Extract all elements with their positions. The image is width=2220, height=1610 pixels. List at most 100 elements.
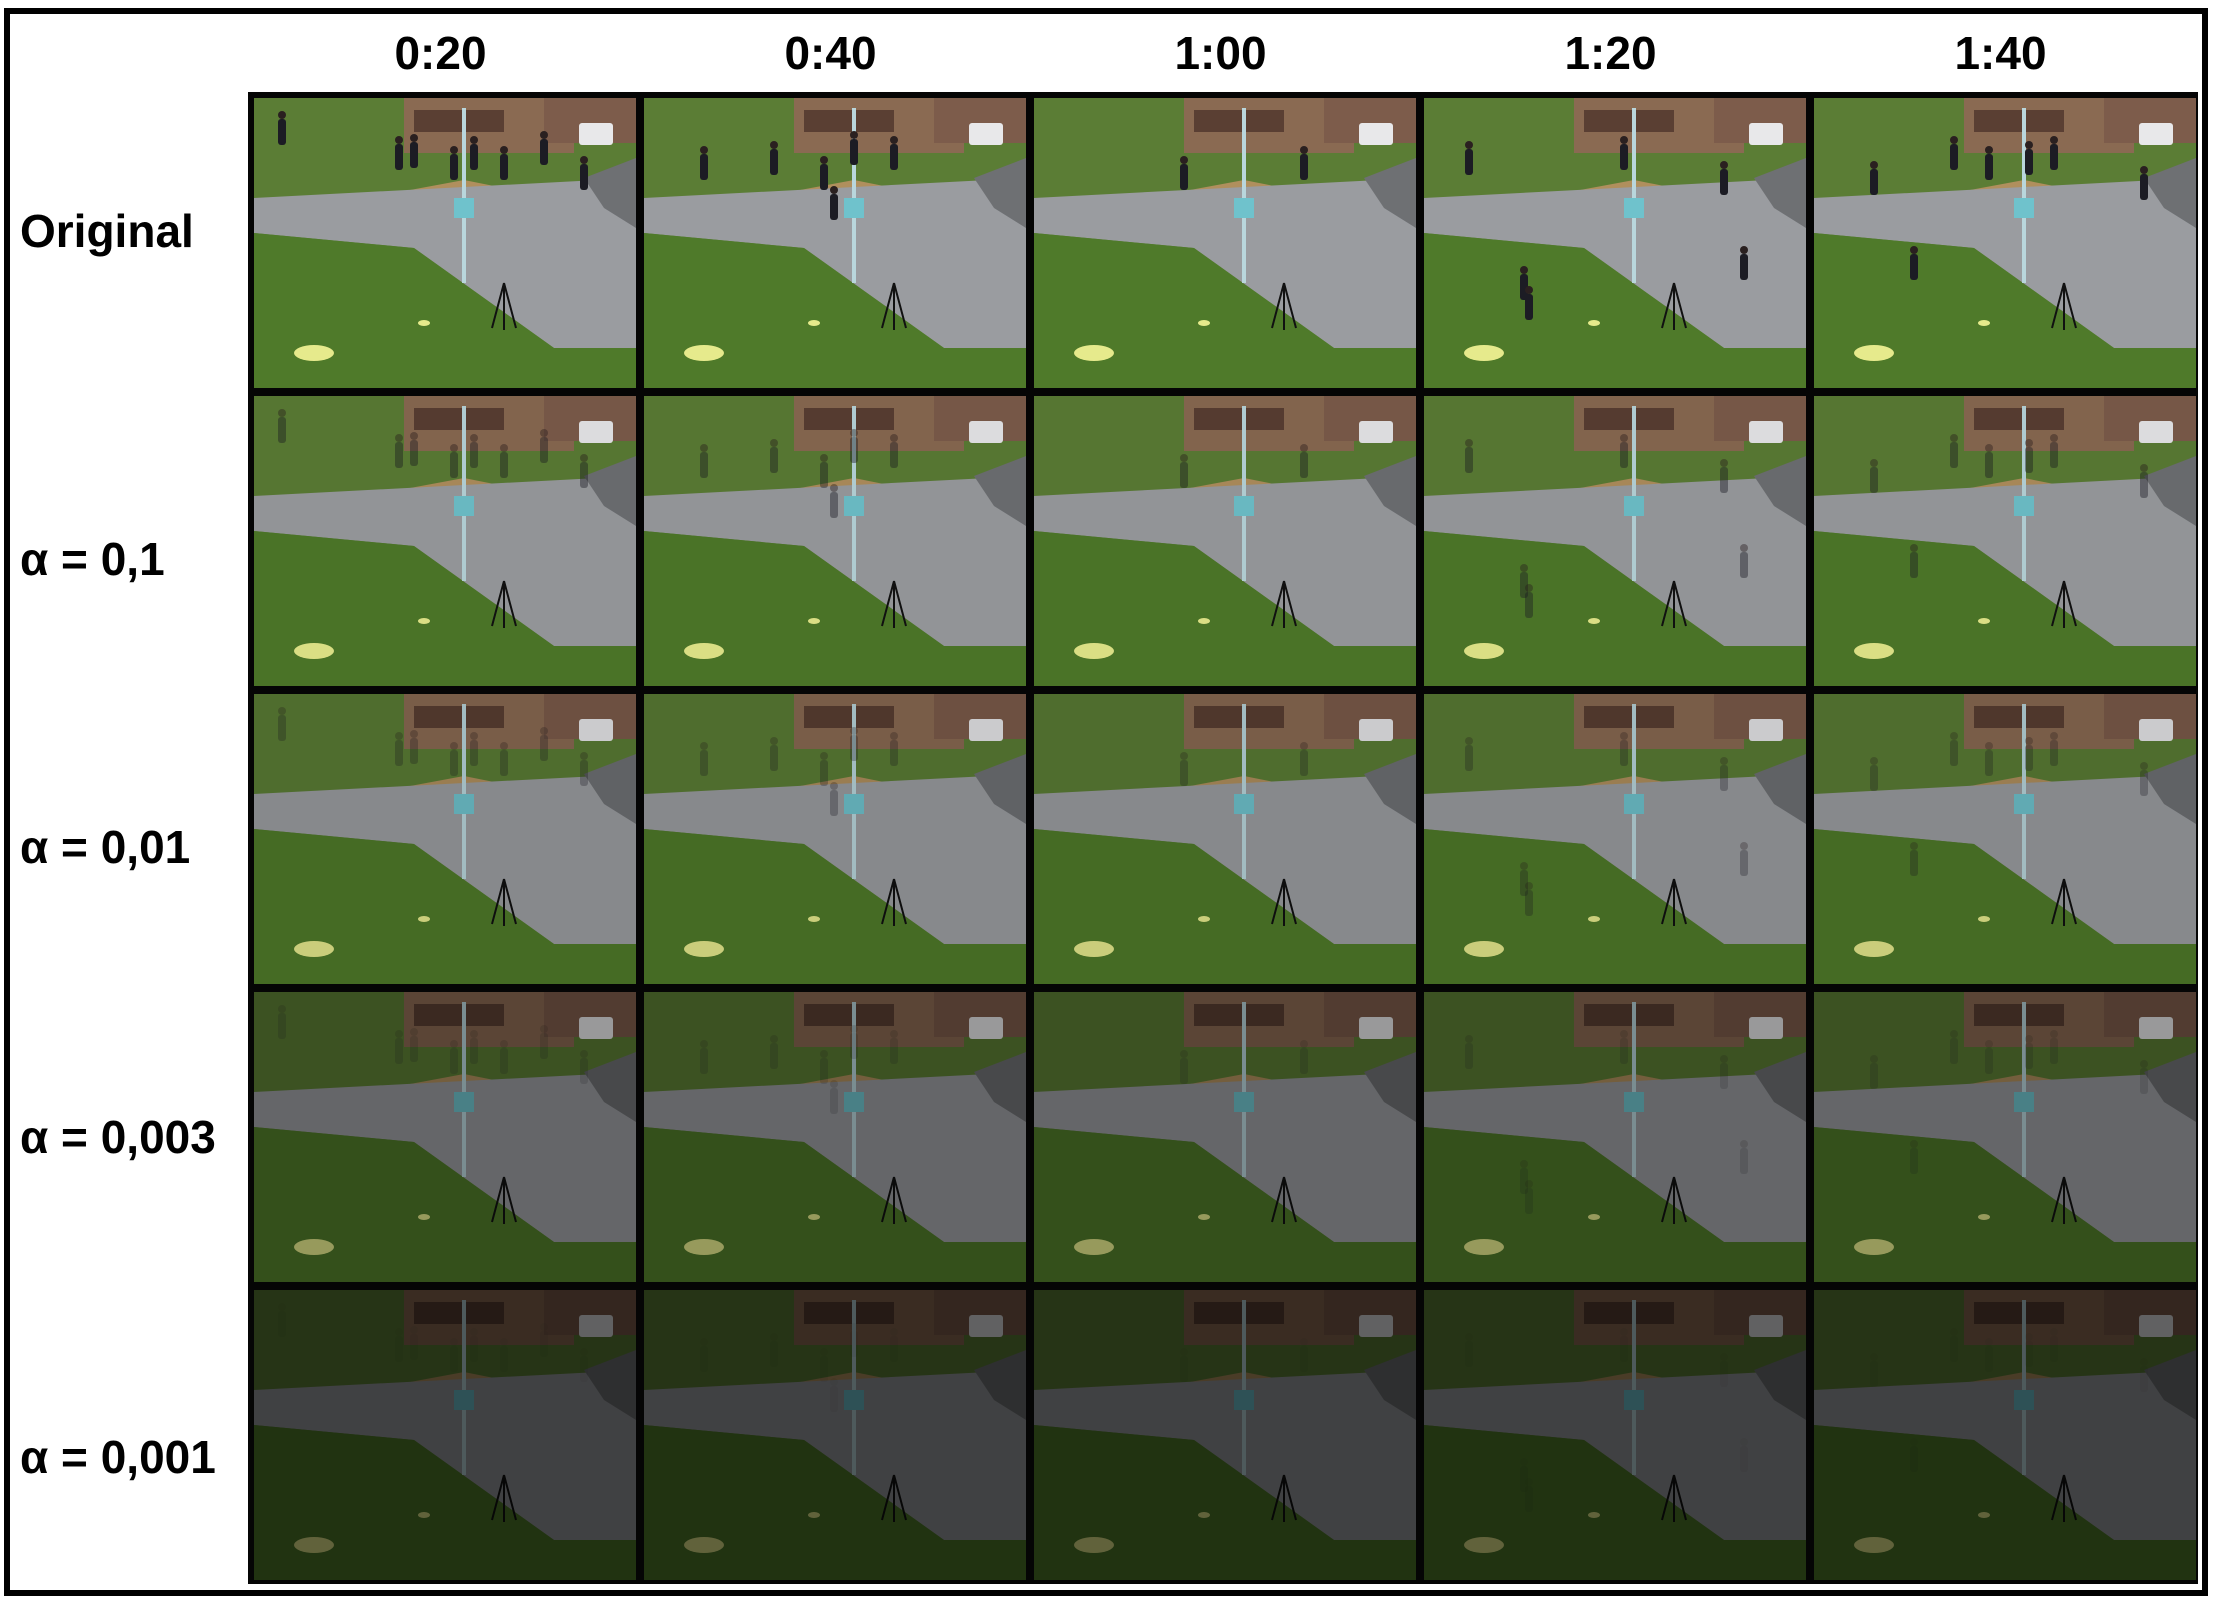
lamp-post xyxy=(852,108,856,283)
cloth-small xyxy=(1978,320,1990,326)
sign xyxy=(844,496,864,516)
person xyxy=(580,164,588,190)
person-head xyxy=(700,146,708,154)
tripod-leg xyxy=(1673,1176,1687,1223)
road-far xyxy=(2144,456,2196,526)
frame-original-1-00 xyxy=(1034,98,1416,388)
building-windows xyxy=(1584,1004,1674,1026)
person-head xyxy=(2025,737,2033,745)
cloth-small xyxy=(418,916,430,922)
column-header-1-20: 1:20 xyxy=(1564,27,1657,79)
person-head xyxy=(450,742,458,750)
sign xyxy=(844,1092,864,1112)
sign xyxy=(1624,198,1644,218)
sign xyxy=(2014,198,2034,218)
tripod-leg xyxy=(1661,580,1675,627)
person xyxy=(410,1036,418,1062)
person xyxy=(820,462,828,488)
van xyxy=(969,1017,1003,1039)
person xyxy=(1180,462,1188,488)
grass-near xyxy=(644,829,1026,984)
person xyxy=(1950,740,1958,766)
tripod-leg xyxy=(2051,1176,2065,1223)
person xyxy=(2025,447,2033,473)
scene-image xyxy=(1424,992,1806,1282)
person xyxy=(1300,750,1308,776)
grass-near xyxy=(1034,233,1416,388)
person-head xyxy=(890,1030,898,1038)
person-head xyxy=(580,156,588,164)
person xyxy=(700,154,708,180)
person xyxy=(1620,740,1628,766)
cloth-small xyxy=(1978,618,1990,624)
person-head xyxy=(1740,842,1748,850)
person xyxy=(1525,294,1533,320)
person-head xyxy=(395,136,403,144)
person xyxy=(1950,1038,1958,1064)
person xyxy=(1620,1038,1628,1064)
road-far xyxy=(1754,1052,1806,1122)
building-windows xyxy=(414,408,504,430)
lamp-post xyxy=(1632,704,1636,879)
person-head xyxy=(2050,434,2058,442)
brightness-overlay xyxy=(644,396,1026,686)
cloth xyxy=(294,941,334,957)
person-head xyxy=(2140,762,2148,770)
frame-0-1-0-20 xyxy=(254,396,636,686)
person xyxy=(500,750,508,776)
cloth-small xyxy=(1198,320,1210,326)
lamp-post xyxy=(462,108,466,283)
person xyxy=(450,1048,458,1074)
person xyxy=(2050,144,2058,170)
person xyxy=(395,740,403,766)
person-head xyxy=(580,752,588,760)
frame-0-01-1-00 xyxy=(1034,694,1416,984)
frame-0-001-0-20 xyxy=(254,1290,636,1580)
person-head xyxy=(820,454,828,462)
person-head xyxy=(450,444,458,452)
person xyxy=(890,740,898,766)
column-header-0-40: 0:40 xyxy=(784,27,877,79)
building-windows xyxy=(414,1004,504,1026)
person xyxy=(540,139,548,165)
person xyxy=(540,437,548,463)
lamp-post xyxy=(1632,406,1636,581)
person-head xyxy=(1520,266,1528,274)
person-head xyxy=(1870,459,1878,467)
scene-image xyxy=(1814,694,2196,984)
person-head xyxy=(1465,141,1473,149)
person-head xyxy=(580,454,588,462)
person-head xyxy=(540,131,548,139)
person-head xyxy=(2025,141,2033,149)
building-windows xyxy=(804,408,894,430)
person-head xyxy=(410,432,418,440)
scene-image xyxy=(644,694,1026,984)
road-far xyxy=(584,456,636,526)
person-head xyxy=(1910,544,1918,552)
person xyxy=(1910,254,1918,280)
van xyxy=(1749,1017,1783,1039)
sign xyxy=(2014,496,2034,516)
road xyxy=(1814,1072,2196,1242)
person-head xyxy=(850,131,858,139)
person-head xyxy=(1740,544,1748,552)
scene-image xyxy=(644,98,1026,388)
person-head xyxy=(1525,286,1533,294)
scene-image xyxy=(1034,694,1416,984)
road-far xyxy=(1364,754,1416,824)
cloth-small xyxy=(1198,1214,1210,1220)
lamp-post xyxy=(2022,406,2026,581)
frame-0-01-0-40 xyxy=(644,694,1026,984)
person-head xyxy=(850,727,858,735)
road-far xyxy=(1754,456,1806,526)
tripod-leg xyxy=(2051,878,2065,925)
person-head xyxy=(830,1080,838,1088)
road xyxy=(1034,476,1416,646)
cloth xyxy=(1464,345,1504,361)
person xyxy=(1985,1048,1993,1074)
person xyxy=(1910,552,1918,578)
person-head xyxy=(580,1050,588,1058)
person-head xyxy=(1720,757,1728,765)
person xyxy=(1950,442,1958,468)
van xyxy=(2139,123,2173,145)
